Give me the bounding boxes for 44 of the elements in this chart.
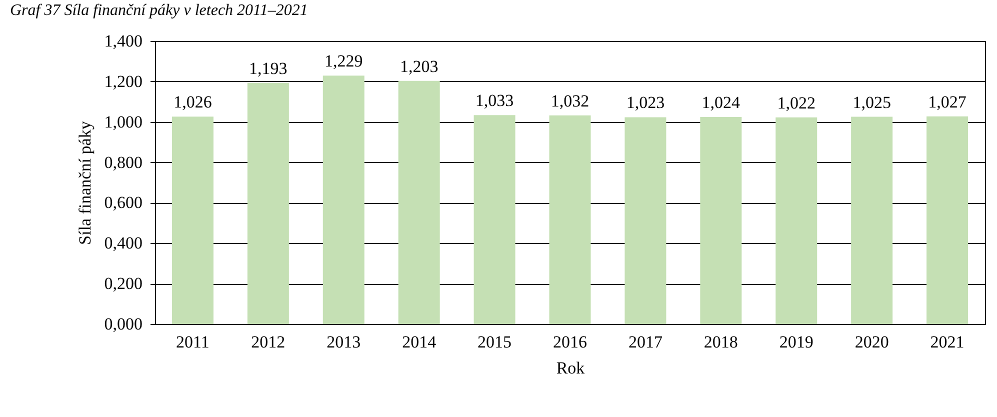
x-tick-label: 2021 (930, 332, 964, 352)
x-tick-label: 2012 (251, 332, 286, 352)
bar (851, 116, 893, 324)
bar (247, 82, 289, 324)
bar (776, 117, 818, 324)
y-tick-label: 1,000 (104, 112, 142, 132)
x-tick-label: 2011 (176, 332, 210, 352)
data-label: 1,229 (324, 52, 363, 71)
x-tick-label: 2016 (553, 332, 587, 352)
x-tick-label: 2019 (779, 332, 814, 352)
data-label: 1,203 (400, 56, 438, 76)
data-label: 1,032 (550, 91, 590, 110)
y-tick-label: 0,000 (104, 314, 142, 334)
data-label: 1,026 (174, 92, 212, 112)
bar (398, 80, 440, 324)
data-label: 1,193 (249, 58, 288, 78)
y-tick-label: 0,400 (104, 234, 142, 253)
y-axis-title: Síla finanční páky (75, 120, 94, 245)
data-label: 1,033 (475, 91, 514, 110)
data-label: 1,025 (852, 92, 891, 112)
bar (926, 116, 968, 324)
x-tick-label: 2014 (402, 332, 437, 352)
x-tick-label: 2018 (704, 332, 738, 352)
x-tick-label: 2020 (854, 332, 889, 352)
y-tick-label: 0,600 (104, 193, 142, 212)
data-label: 1,022 (777, 93, 816, 112)
bar (549, 115, 591, 324)
x-tick-label: 2013 (326, 332, 361, 352)
x-tick-label: 2015 (478, 332, 512, 352)
data-label: 1,027 (928, 92, 967, 112)
data-label: 1,024 (702, 93, 741, 112)
chart-title: Graf 37 Síla finanční páky v letech 2011–2021 (10, 2, 308, 19)
bar (624, 117, 666, 324)
x-axis-title: Rok (556, 358, 586, 378)
bar (172, 116, 214, 324)
x-tick-label: 2017 (628, 332, 663, 352)
bar (322, 76, 364, 324)
bar (474, 115, 516, 324)
y-tick-label: 1,400 (104, 32, 142, 50)
y-tick-label: 1,200 (104, 72, 142, 91)
bar (700, 117, 742, 324)
data-label: 1,023 (626, 93, 665, 112)
y-tick-label: 0,200 (104, 274, 142, 294)
y-tick-label: 0,800 (104, 152, 142, 172)
